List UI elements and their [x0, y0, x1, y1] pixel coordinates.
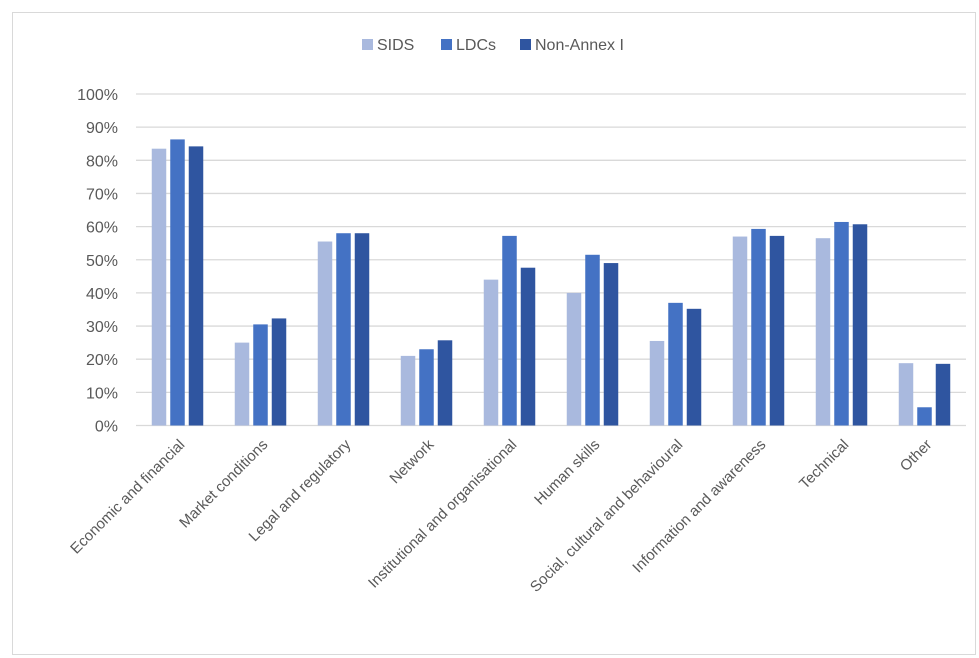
bar-non-annex-i	[437, 340, 453, 426]
y-tick-label: 10%	[86, 385, 118, 402]
bar-sids	[483, 279, 499, 426]
bar-non-annex-i	[769, 235, 785, 426]
y-tick-label: 100%	[77, 87, 118, 104]
bar-sids	[151, 148, 167, 426]
y-tick-label: 70%	[86, 186, 118, 203]
bar-sids	[732, 236, 748, 426]
bar-non-annex-i	[686, 308, 702, 426]
bar-ldcs	[336, 233, 351, 426]
x-category-label: Social, cultural and behavioural	[527, 436, 686, 595]
legend: SIDS LDCs Non-Annex I	[362, 37, 624, 54]
x-category-label: Other	[897, 436, 936, 475]
y-tick-label: 80%	[86, 153, 118, 170]
bar-sids	[815, 238, 831, 426]
x-category-label: Market conditions	[176, 436, 271, 531]
x-category-label: Human skills	[531, 436, 603, 508]
y-axis: 0% 10% 20% 30% 40% 50% 60% 70% 80% 90% 100%	[77, 87, 118, 436]
legend-swatch	[441, 39, 452, 50]
bar-non-annex-i	[188, 146, 204, 426]
bars	[151, 139, 951, 426]
y-tick-label: 30%	[86, 319, 118, 336]
bar-sids	[234, 342, 250, 426]
y-tick-label: 90%	[86, 120, 118, 137]
bar-non-annex-i	[935, 363, 951, 426]
bar-non-annex-i	[603, 263, 619, 426]
bar-sids	[400, 355, 416, 426]
bar-sids	[898, 363, 914, 426]
bar-non-annex-i	[354, 233, 370, 426]
bar-ldcs	[751, 228, 766, 426]
legend-label: LDCs	[456, 37, 496, 54]
legend-swatch	[362, 39, 373, 50]
bar-ldcs	[253, 324, 268, 426]
x-category-label: Network	[386, 436, 437, 487]
legend-label: Non-Annex I	[535, 37, 624, 54]
bar-ldcs	[834, 221, 849, 426]
y-tick-label: 50%	[86, 253, 118, 270]
bar-ldcs	[917, 407, 932, 426]
bar-non-annex-i	[520, 267, 536, 426]
bar-ldcs	[419, 349, 434, 426]
y-tick-label: 60%	[86, 220, 118, 237]
x-category-label: Institutional and organisational	[365, 436, 520, 591]
bar-ldcs	[585, 254, 600, 426]
y-tick-label: 40%	[86, 286, 118, 303]
bar-ldcs	[502, 235, 517, 426]
bar-sids	[649, 340, 665, 426]
x-category-label: Economic and financial	[67, 436, 188, 557]
y-tick-label: 20%	[86, 352, 118, 369]
y-tick-label: 0%	[95, 419, 118, 436]
bar-ldcs	[170, 139, 185, 426]
bar-sids	[317, 241, 333, 426]
x-category-label: Information and awareness	[629, 436, 769, 576]
x-category-label: Technical	[796, 436, 852, 492]
legend-swatch	[520, 39, 531, 50]
bar-non-annex-i	[852, 224, 868, 426]
bar-ldcs	[668, 302, 683, 426]
bar-sids	[566, 292, 582, 426]
legend-label: SIDS	[377, 37, 414, 54]
bar-non-annex-i	[271, 318, 287, 426]
